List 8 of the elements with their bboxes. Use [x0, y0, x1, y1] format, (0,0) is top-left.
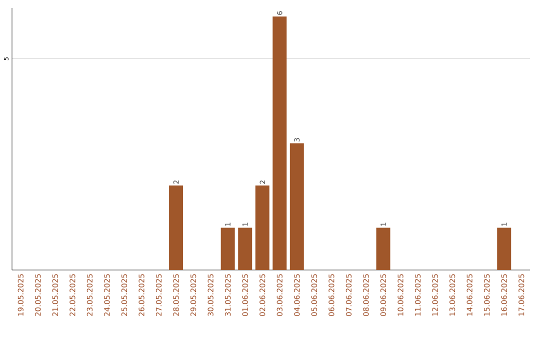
bar	[497, 228, 512, 270]
bar	[290, 143, 304, 270]
bar	[220, 228, 235, 270]
bar	[169, 185, 184, 270]
bar	[255, 185, 270, 270]
bar	[376, 228, 390, 270]
bar	[238, 228, 252, 270]
bar	[272, 16, 287, 270]
